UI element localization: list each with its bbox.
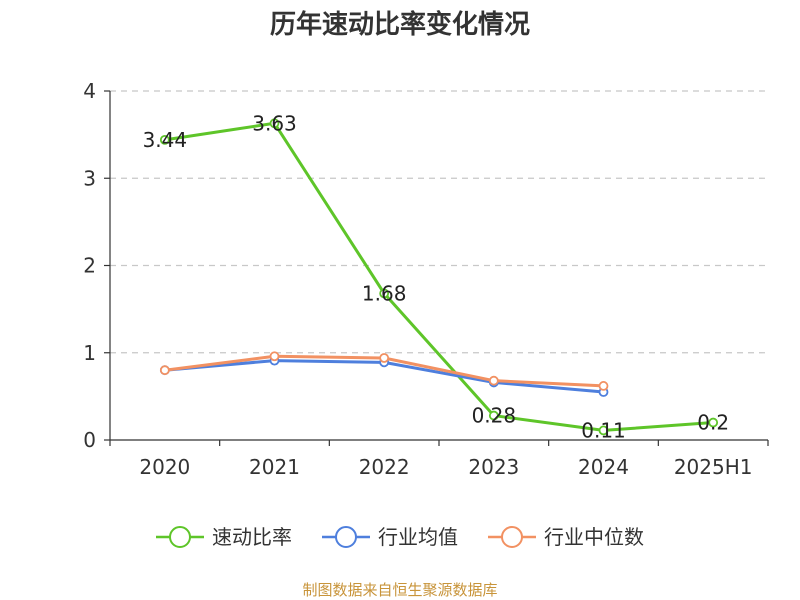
legend-item[interactable]: 速动比率 [156,525,292,549]
y-tick-label: 2 [83,254,96,278]
x-tick-label: 2024 [578,455,629,479]
legend-circle-icon [501,526,523,548]
legend-label: 速动比率 [212,525,292,549]
legend-circle-icon [335,526,357,548]
x-tick-label: 2025H1 [674,455,753,479]
y-tick-label: 0 [83,428,96,452]
x-tick-label: 2020 [139,455,190,479]
data-point[interactable] [269,118,280,129]
x-tick-label: 2021 [249,455,300,479]
chart-title: 历年速动比率变化情况 [270,9,530,40]
y-tick-label: 1 [83,341,96,365]
legend-label: 行业均值 [378,525,458,549]
data-point[interactable] [379,353,390,363]
source-footer: 制图数据来自恒生聚源数据库 [302,581,497,599]
data-label: 1.68 [362,281,407,305]
x-tick-label: 2022 [359,455,410,479]
legend-circle-icon [169,526,191,548]
data-point[interactable] [708,417,719,428]
data-label: 0.11 [581,418,626,442]
data-point[interactable] [488,375,499,386]
legend[interactable]: 速动比率 行业均值 行业中位数 [156,525,644,549]
data-point[interactable] [159,134,170,145]
series-line [163,121,715,432]
data-point[interactable] [598,425,609,436]
data-point[interactable] [488,410,499,421]
y-tick-label: 3 [83,166,96,190]
data-point[interactable] [379,288,390,299]
legend-item[interactable]: 行业均值 [322,525,458,549]
legend-item[interactable]: 行业中位数 [488,525,644,549]
x-tick-label: 2023 [468,455,519,479]
data-label: 0.28 [472,404,517,428]
legend-label: 行业中位数 [544,525,644,549]
data-point[interactable] [598,381,609,391]
data-point[interactable] [159,365,170,376]
data-label: 3.63 [252,111,297,135]
data-label: 3.44 [143,128,188,152]
grid-lines [110,90,768,354]
data-labels: 3.44 3.63 1.68 0.28 0.11 0.2 [143,111,730,442]
axes: 0 1 2 3 4 2020 2021 2022 2023 2024 2025H1 [83,79,769,479]
data-point[interactable] [269,351,280,362]
series-lines [159,118,719,436]
y-tick-label: 4 [83,79,96,103]
data-label: 0.2 [697,411,729,435]
